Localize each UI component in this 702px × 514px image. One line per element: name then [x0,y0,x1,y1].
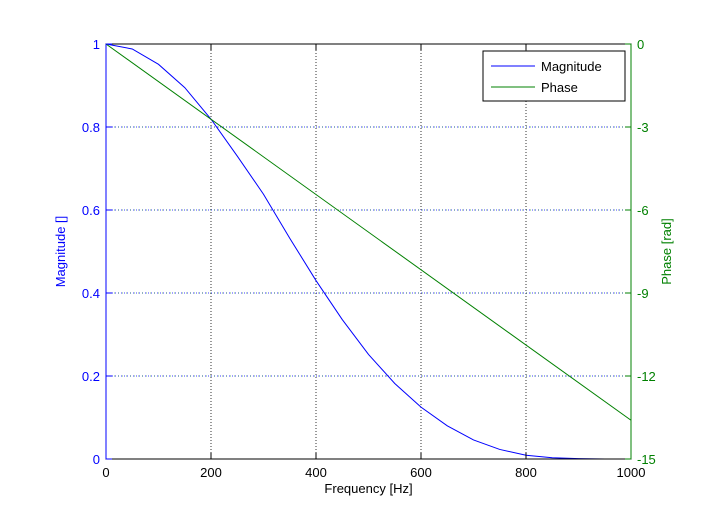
y-left-axis-label: Magnitude [] [53,216,68,288]
y-left-tick-label: 0.8 [82,120,100,135]
legend: Magnitude Phase [482,50,626,102]
y-left-tick-label: 0.4 [82,286,100,301]
y-left-tick-label: 0 [93,452,100,467]
y-left-tick-label: 0.6 [82,203,100,218]
y-left-tick-label: 0.2 [82,369,100,384]
y-right-tick-label: -9 [637,286,649,301]
series-layer [105,43,632,460]
x-tick-label: 1000 [617,465,646,480]
y-right-tick-label: -3 [637,120,649,135]
y-right-tick-label: -12 [637,369,656,384]
x-tick-label: 0 [102,465,109,480]
x-tick-label: 200 [200,465,222,480]
legend-label-phase: Phase [541,80,578,95]
legend-label-magnitude: Magnitude [541,59,602,74]
legend-items: Magnitude Phase [491,59,602,95]
ticks-layer: 0 200 400 600 800 1000 0 0.2 0.4 0.6 0.8 1 -15 -12 -9 -… [82,37,656,480]
y-right-axis-label: Phase [rad] [659,218,674,285]
y-right-tick-label: 0 [637,37,644,52]
legend-box [482,50,626,102]
x-axis-label: Frequency [Hz] [324,481,412,496]
y-right-tick-label: -6 [637,203,649,218]
series-line-magnitude [105,43,631,460]
x-tick-label: 800 [515,465,537,480]
series-line-phase [105,43,632,421]
plot-frame [105,43,632,460]
y-right-tick-label: -15 [637,452,656,467]
x-tick-label: 400 [305,465,327,480]
x-tick-label: 600 [410,465,432,480]
y-left-tick-label: 1 [93,37,100,52]
grid-layer [106,44,631,459]
